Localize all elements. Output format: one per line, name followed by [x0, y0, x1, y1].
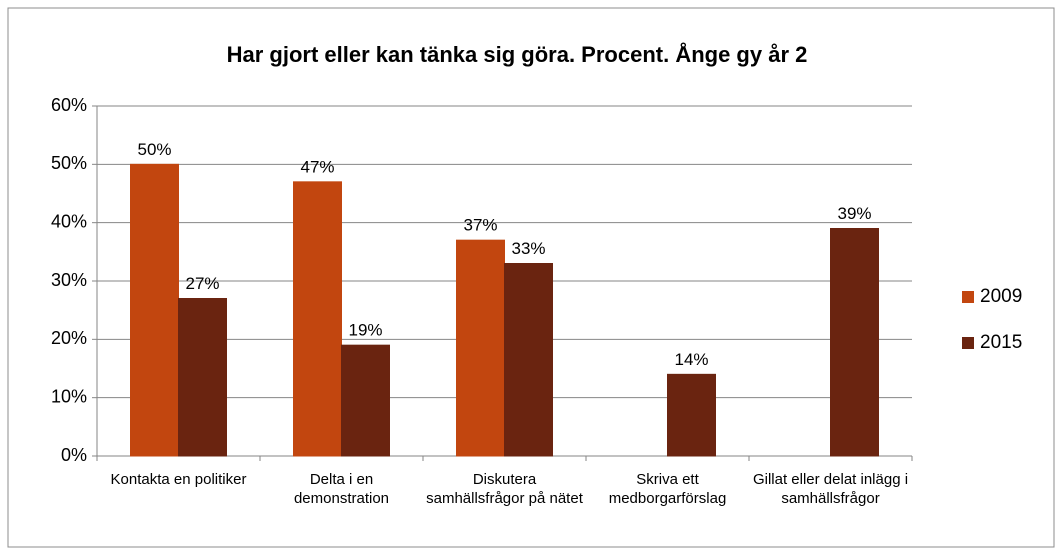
- bar: [667, 373, 716, 457]
- data-label: 33%: [511, 239, 545, 258]
- y-tick-label: 20%: [51, 328, 87, 348]
- bar: [830, 228, 879, 457]
- bar: [504, 263, 553, 457]
- bar: [341, 344, 390, 457]
- bar: [293, 181, 342, 457]
- legend-swatch: [962, 337, 974, 349]
- chart-title: Har gjort eller kan tänka sig göra. Proc…: [227, 41, 808, 67]
- data-label: 37%: [463, 216, 497, 235]
- data-label: 19%: [348, 321, 382, 340]
- bar: [178, 298, 227, 457]
- x-tick-label: Delta i en demonstration: [293, 471, 390, 507]
- data-label: 50%: [137, 140, 171, 159]
- y-tick-label: 50%: [51, 153, 87, 173]
- y-tick-label: 40%: [51, 211, 87, 231]
- data-label: 27%: [185, 274, 219, 293]
- legend-label: 2015: [980, 332, 1022, 353]
- x-tick-label: Gillat eller delat inlägg i samhällsfråg…: [752, 471, 909, 507]
- data-label: 14%: [674, 350, 708, 369]
- legend-swatch: [962, 291, 974, 303]
- y-tick-label: 0%: [61, 445, 87, 465]
- bar: [130, 163, 179, 457]
- data-label: 47%: [300, 157, 334, 176]
- legend-label: 2009: [980, 286, 1022, 307]
- x-tick-label: Diskutera samhällsfrågor på nätet: [426, 471, 583, 507]
- y-tick-label: 10%: [51, 386, 87, 406]
- y-tick-label: 30%: [51, 270, 87, 290]
- y-tick-label: 60%: [51, 95, 87, 115]
- data-label: 39%: [837, 204, 871, 223]
- bar: [456, 239, 505, 457]
- x-tick-label: Skriva ett medborgarförslag: [608, 471, 727, 507]
- x-tick-label: Kontakta en politiker: [110, 471, 247, 488]
